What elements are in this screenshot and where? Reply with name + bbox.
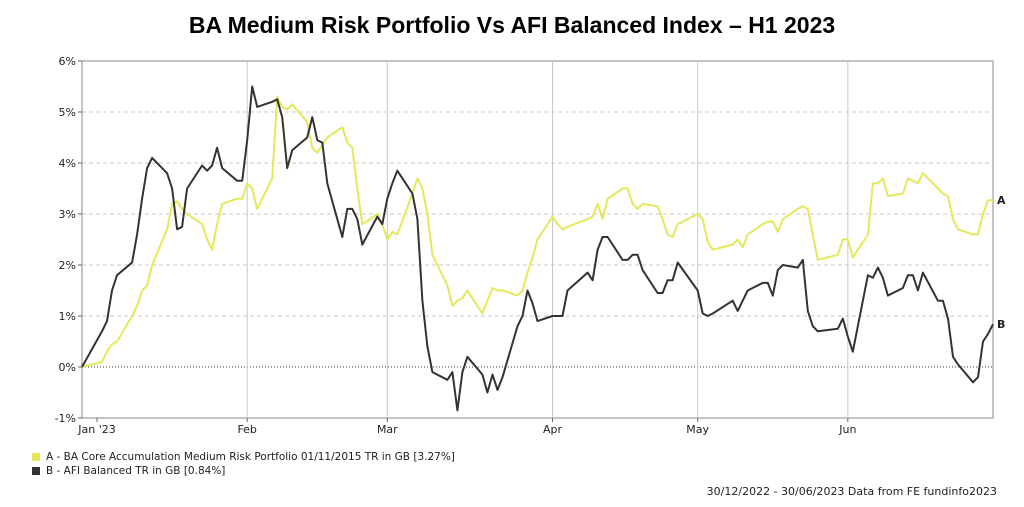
legend-item-a: A - BA Core Accumulation Medium Risk Por…: [32, 450, 455, 464]
y-tick-label: 1%: [59, 310, 76, 323]
x-tick-label: Feb: [237, 423, 256, 436]
legend-item-b: B - AFI Balanced TR in GB [0.84%]: [32, 464, 455, 478]
end-label-a: A: [997, 194, 1006, 207]
legend-label-b: B - AFI Balanced TR in GB [0.84%]: [46, 465, 226, 477]
y-tick-label: 4%: [59, 157, 76, 170]
x-tick-label: Apr: [543, 423, 563, 436]
y-tick-label: 0%: [59, 361, 76, 374]
y-tick-label: 6%: [59, 55, 76, 68]
y-tick-label: -1%: [55, 412, 76, 425]
y-tick-label: 3%: [59, 208, 76, 221]
end-label-b: B: [997, 318, 1005, 331]
x-tick-label: Mar: [377, 423, 398, 436]
legend-swatch-b: [32, 467, 40, 475]
y-tick-label: 2%: [59, 259, 76, 272]
x-tick-label: Jan '23: [77, 423, 115, 436]
y-tick-label: 5%: [59, 106, 76, 119]
legend-swatch-a: [32, 453, 40, 461]
series-line-a: [81, 95, 993, 368]
series-lines: [81, 85, 994, 412]
axes: -1% 0% 1% 2% 3% 4% 5% 6% Jan '23 Feb Mar Apr May Jun: [55, 55, 857, 436]
legend-label-a: A - BA Core Accumulation Medium Risk Por…: [46, 451, 455, 463]
series-line-b: [81, 85, 994, 412]
end-labels: AB: [997, 194, 1006, 331]
x-tick-label: May: [686, 423, 709, 436]
chart-title: BA Medium Risk Portfolio Vs AFI Balanced…: [188, 12, 836, 38]
legend: A - BA Core Accumulation Medium Risk Por…: [32, 450, 455, 478]
source-note: 30/12/2022 - 30/06/2023 Data from FE fun…: [706, 485, 997, 498]
x-tick-label: Jun: [838, 423, 856, 436]
